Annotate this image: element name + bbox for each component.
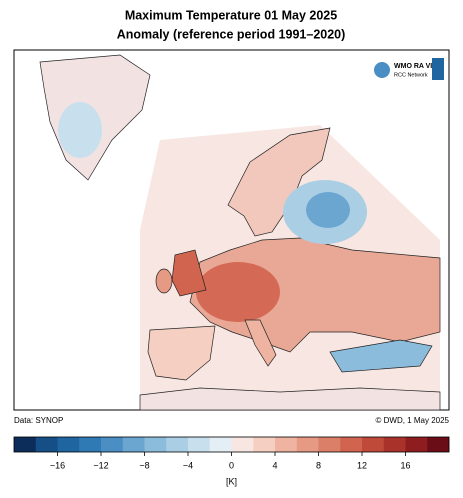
color-swatch — [318, 437, 341, 452]
color-swatch — [144, 437, 167, 452]
title: Maximum Temperature 01 May 2025 — [125, 8, 337, 22]
color-swatch — [405, 437, 428, 452]
italy — [244, 319, 277, 367]
anomaly-area — [306, 192, 350, 228]
tick-label: 12 — [357, 460, 367, 470]
logo-icon — [432, 58, 444, 80]
color-swatch — [209, 437, 232, 452]
map: WMO RA VI RCC Network — [13, 49, 450, 411]
color-swatch — [14, 437, 37, 452]
colorbar: −16 −12 −8 −4 0 4 8 12 16 [K] — [13, 436, 450, 486]
color-swatch — [296, 437, 319, 452]
logo-icon — [374, 62, 390, 78]
turkey — [329, 339, 433, 373]
tick-label: 16 — [400, 460, 410, 470]
color-swatch — [35, 437, 58, 452]
north-africa — [139, 387, 441, 411]
unit-label: [K] — [226, 476, 237, 486]
scandinavia — [227, 127, 331, 237]
color-swatch — [122, 437, 145, 452]
color-swatch — [427, 437, 450, 452]
color-swatch — [340, 437, 363, 452]
anomaly-area — [58, 102, 102, 158]
tick-label: 4 — [272, 460, 277, 470]
source: Data: SYNOP — [14, 416, 63, 425]
anomaly-area — [196, 262, 280, 322]
color-swatch — [275, 437, 298, 452]
tick-label: −12 — [93, 460, 108, 470]
color-swatch — [166, 437, 189, 452]
ireland — [155, 268, 173, 294]
tick-label: 0 — [229, 460, 234, 470]
color-swatch — [383, 437, 406, 452]
color-swatch — [57, 437, 80, 452]
great-britain — [171, 249, 207, 297]
tick-label: 8 — [316, 460, 321, 470]
tick-label: −16 — [50, 460, 65, 470]
subtitle: Anomaly (reference period 1991–2020) — [117, 27, 346, 41]
color-swatch — [101, 437, 124, 452]
logo-text: RCC Network — [394, 72, 428, 78]
color-swatch — [231, 437, 254, 452]
color-swatch — [362, 437, 385, 452]
color-swatch — [79, 437, 102, 452]
iberia — [147, 325, 216, 381]
color-swatch — [253, 437, 276, 452]
tick-label: −4 — [183, 460, 193, 470]
tick-label: −8 — [139, 460, 149, 470]
credit: © DWD, 1 May 2025 — [376, 416, 450, 425]
logo: WMO RA VI RCC Network — [374, 58, 444, 80]
logo-text: WMO RA VI — [394, 63, 432, 70]
color-swatch — [188, 437, 211, 452]
